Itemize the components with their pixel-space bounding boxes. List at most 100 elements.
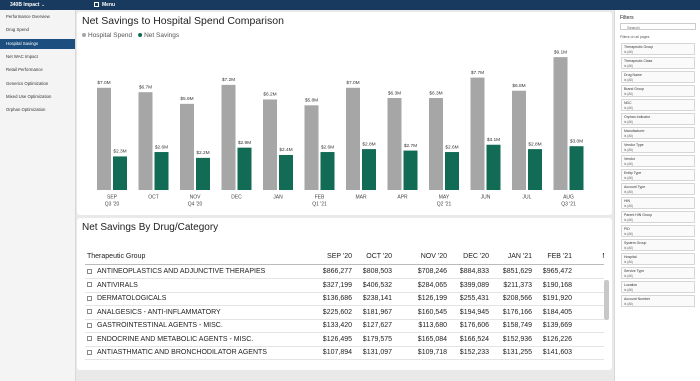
filter-name: Entity Type — [624, 171, 642, 175]
value-label: $6.8M — [512, 83, 525, 89]
legend-dot — [82, 33, 86, 37]
column-header[interactable]: SEP '20 — [327, 253, 352, 260]
bar — [180, 103, 194, 190]
filter-name: Account Type — [624, 185, 646, 189]
value-label: $5.9M — [180, 96, 193, 102]
table-cell: $160,545 — [417, 308, 447, 316]
filter-card[interactable]: Vendor Type is (All) — [621, 141, 695, 153]
column-header[interactable]: NOV '20 — [420, 253, 447, 260]
expand-icon[interactable] — [87, 268, 92, 274]
dropdown-caret: ⌄ — [41, 1, 46, 8]
filter-card[interactable]: Manufacturer is (All) — [621, 127, 695, 139]
bar — [97, 87, 111, 190]
column-header[interactable]: DEC '20 — [463, 253, 489, 260]
row-label: ANTIASTHMATIC AND BRONCHODILATOR AGENTS — [97, 349, 267, 356]
menu-button[interactable]: Menu — [102, 2, 116, 8]
value-label: $2.9M — [238, 140, 251, 146]
nav-item[interactable]: Mixed Use Optimization — [6, 93, 52, 99]
filter-card[interactable]: Therapeutic Group is (All) — [621, 43, 695, 55]
filter-name: Drug Name — [624, 73, 642, 77]
search-placeholder: Search — [627, 25, 640, 30]
nav-item[interactable]: Hospital Savings — [0, 38, 75, 49]
table-cell: $126,495 — [322, 335, 352, 343]
table-cell: $109,718 — [417, 349, 447, 356]
expand-icon[interactable] — [87, 295, 92, 301]
value-label: $7.2M — [222, 77, 235, 83]
table-title: Net Savings By Drug/Category — [82, 222, 219, 233]
search-box[interactable]: Search — [620, 23, 696, 30]
filter-state: is (All) — [624, 190, 633, 194]
filter-card[interactable]: Account Number is (All) — [621, 295, 695, 307]
filter-card[interactable]: Entity Type is (All) — [621, 169, 695, 181]
app-switcher[interactable]: 340B Impact — [10, 2, 40, 8]
value-label: $9.1M — [554, 49, 567, 55]
scrollbar[interactable] — [604, 280, 609, 320]
table-cell: $211,373 — [503, 281, 532, 289]
expand-icon[interactable] — [87, 336, 92, 341]
quarter-label: Q2 '21 — [437, 201, 452, 207]
filter-card[interactable]: PID is (All) — [621, 225, 695, 237]
value-label: $6.3M — [429, 90, 442, 96]
table-cell: $165,084 — [417, 335, 447, 343]
column-header[interactable]: MAR '21 — [602, 252, 604, 261]
column-header[interactable]: OCT '20 — [366, 253, 392, 260]
bar — [138, 92, 153, 190]
filter-card[interactable]: Brand Group is (All) — [621, 85, 695, 97]
expand-icon[interactable] — [87, 309, 92, 314]
filter-card[interactable]: Location is (All) — [621, 281, 695, 293]
filter-name: Location — [624, 283, 638, 287]
filter-card[interactable]: Vendor is (All) — [621, 155, 695, 167]
filter-card[interactable]: Orphan Indicator is (All) — [621, 113, 695, 125]
table-cell: $166,524 — [459, 335, 489, 343]
nav-item[interactable]: Net WAC Impact — [6, 53, 38, 59]
row-label: ANTINEOPLASTICS AND ADJUNCTIVE THERAPIES — [97, 268, 266, 275]
filters-title: Filters — [620, 15, 634, 21]
nav-item[interactable]: Generics Optimization — [6, 80, 49, 86]
table-cell: $808,503 — [362, 268, 392, 275]
nav-item[interactable]: Drug Spend — [6, 27, 29, 33]
filter-state: is (All) — [624, 260, 633, 264]
table-cell: $965,472 — [542, 268, 572, 275]
x-tick-label: DEC — [231, 194, 242, 200]
filter-card[interactable]: Parent HIN Group is (All) — [621, 211, 695, 223]
column-header[interactable]: Therapeutic Group — [87, 253, 146, 260]
filter-card[interactable]: Hospital is (All) — [621, 253, 695, 265]
expand-icon[interactable] — [87, 322, 92, 328]
bar — [304, 105, 319, 190]
filter-card[interactable]: NDC is (All) — [621, 99, 695, 111]
nav-item[interactable]: Retail Performance — [6, 67, 43, 73]
bar — [486, 144, 501, 190]
table-cell: $851,629 — [502, 268, 532, 275]
filter-name: Hospital — [624, 255, 637, 259]
value-label: $3.0M — [570, 138, 583, 144]
filter-card[interactable]: HIN is (All) — [621, 197, 695, 209]
bar — [263, 99, 277, 190]
expand-icon[interactable] — [87, 349, 92, 355]
column-header[interactable]: JAN '21 — [507, 253, 532, 260]
filter-state: is (All) — [624, 64, 633, 68]
filter-card[interactable]: Therapeutic Class is (All) — [621, 57, 695, 69]
legend-label: Net Savings — [144, 32, 180, 39]
bar — [569, 146, 584, 190]
x-tick-label: APR — [397, 194, 408, 200]
value-label: $2.6M — [445, 144, 458, 150]
legend-label: Hospital Spend — [88, 32, 132, 39]
table-cell: $190,168 — [542, 281, 572, 289]
table-cell: $284,065 — [417, 281, 447, 289]
filter-card[interactable]: Drug Name is (All) — [621, 71, 695, 83]
table-cell: $208,566 — [502, 295, 532, 302]
table-cell: $406,532 — [362, 281, 392, 289]
column-header[interactable]: FEB '21 — [547, 253, 572, 260]
filter-card[interactable]: Account Type is (All) — [621, 183, 695, 195]
nav-item[interactable]: Performance Overview — [6, 14, 50, 19]
filter-card[interactable]: System Group is (All) — [621, 239, 695, 251]
expand-icon[interactable] — [87, 282, 92, 287]
row-label: DERMATOLOGICALS — [97, 295, 167, 302]
value-label: $2.7M — [404, 143, 417, 149]
nav-item[interactable]: Orphan Optimization — [6, 107, 46, 113]
table-cell: $141,603 — [542, 349, 572, 356]
table-cell: $884,833 — [459, 268, 489, 275]
filter-card[interactable]: Service Type is (All) — [621, 267, 695, 279]
filters-pane: Filters Search Filters on all pages Ther… — [614, 10, 700, 381]
quarter-label: Q3 '21 — [561, 201, 576, 207]
